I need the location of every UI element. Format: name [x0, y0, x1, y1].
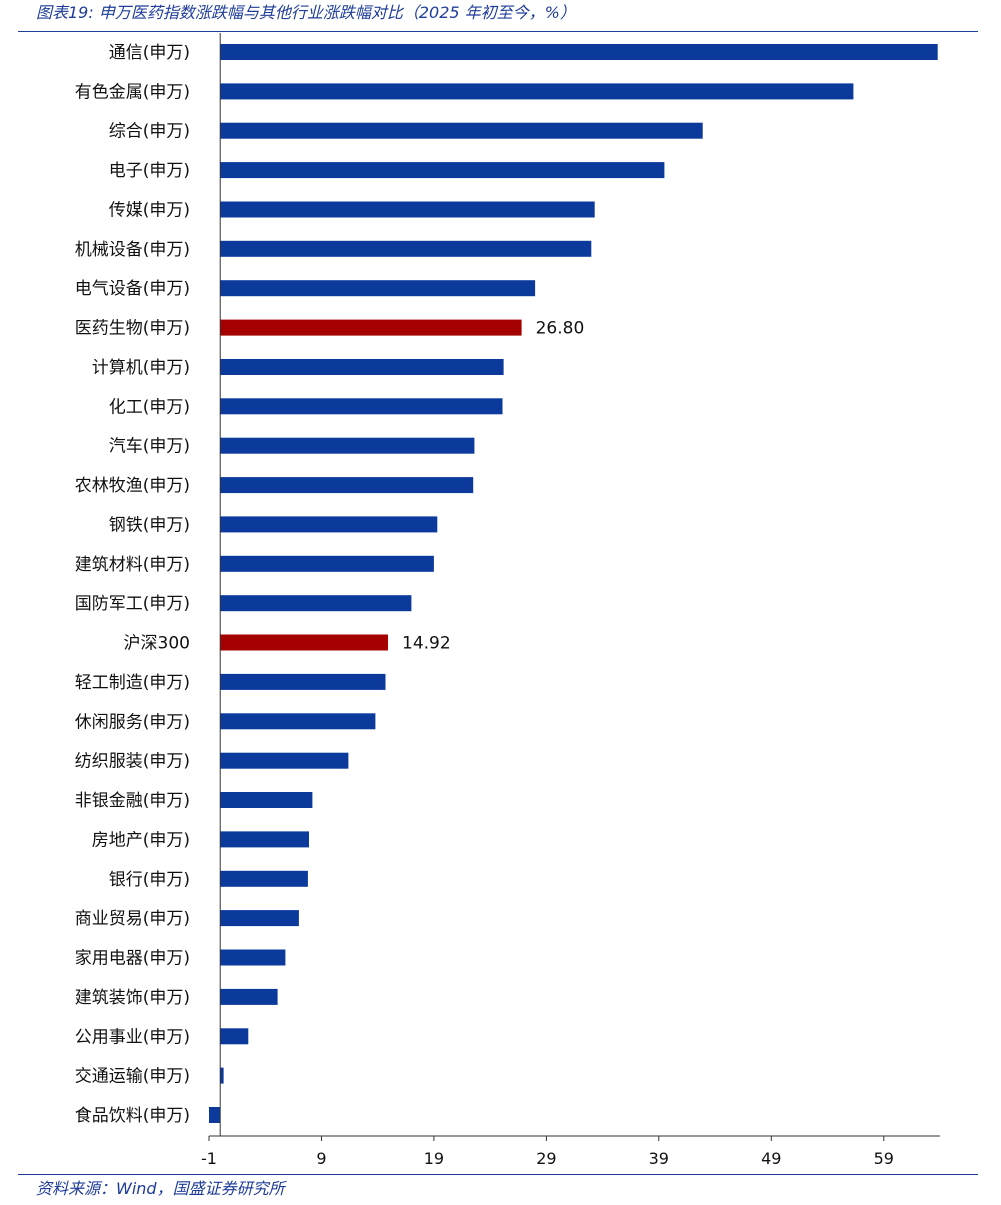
category-label: 建筑装饰(申万) [75, 988, 190, 1008]
category-label: 机械设备(申万) [75, 240, 190, 260]
x-tick-label: 49 [761, 1149, 781, 1168]
category-label: 国防军工(申万) [75, 594, 190, 614]
x-tick-label: 59 [874, 1149, 894, 1168]
category-label: 房地产(申万) [92, 830, 190, 850]
bar-6 [220, 280, 536, 297]
category-label: 建筑材料(申万) [75, 555, 190, 575]
category-label: 通信(申万) [109, 43, 190, 63]
bar-20 [220, 831, 309, 848]
bar-7 [220, 319, 522, 336]
bar-15 [220, 634, 388, 651]
x-tick-label: 9 [316, 1149, 326, 1168]
category-label: 传媒(申万) [109, 201, 190, 221]
category-label: 交通运输(申万) [75, 1067, 190, 1087]
bar-19 [220, 792, 313, 808]
category-label: 农林牧渔(申万) [75, 476, 190, 496]
source-rule [18, 1174, 978, 1175]
bar-24 [220, 988, 278, 1005]
bar-3 [220, 162, 665, 179]
category-label: 综合(申万) [109, 122, 190, 142]
category-label: 医药生物(申万) [75, 319, 190, 339]
bar-0 [220, 44, 938, 60]
axis-layer: -1 9 19 29 39 49 59 [201, 33, 940, 1168]
bar-4 [220, 201, 595, 218]
category-label: 化工(申万) [109, 397, 190, 417]
data-label: 14.92 [402, 634, 451, 654]
bar-9 [220, 398, 503, 415]
category-label: 非银金融(申万) [75, 791, 190, 811]
bar-10 [220, 437, 475, 454]
bar-27 [209, 1107, 221, 1123]
x-tick-label: 29 [536, 1149, 556, 1168]
bar-17 [220, 713, 376, 730]
bar-11 [220, 477, 474, 494]
bar-22 [220, 910, 299, 927]
category-label: 钢铁(申万) [109, 515, 190, 535]
category-label: 家用电器(申万) [75, 949, 190, 969]
bar-18 [220, 752, 349, 769]
bars-layer [209, 44, 938, 1123]
category-label: 汽车(申万) [109, 437, 190, 457]
title-rule [18, 31, 978, 32]
category-label: 银行(申万) [109, 870, 190, 890]
category-label: 沪深300 [124, 634, 190, 654]
category-label: 商业贸易(申万) [75, 909, 190, 929]
source-note: 资料来源：Wind，国盛证券研究所 [36, 1179, 285, 1198]
category-label: 食品饮料(申万) [75, 1106, 190, 1126]
category-label: 纺织服装(申万) [75, 752, 190, 772]
x-tick-label: 39 [649, 1149, 669, 1168]
category-label: 有色金属(申万) [75, 82, 190, 102]
bar-8 [220, 359, 504, 375]
category-label: 电气设备(申万) [75, 279, 190, 299]
bar-5 [220, 240, 592, 257]
bar-23 [220, 949, 286, 966]
bar-12 [220, 516, 438, 533]
category-label: 计算机(申万) [92, 358, 190, 378]
category-label: 轻工制造(申万) [75, 673, 190, 693]
bar-1 [220, 83, 854, 100]
bar-14 [220, 595, 412, 612]
category-label: 公用事业(申万) [75, 1027, 190, 1047]
bar-25 [220, 1028, 249, 1045]
bar-26 [220, 1067, 224, 1084]
x-tick-label: 19 [424, 1149, 444, 1168]
bar-16 [220, 673, 386, 690]
bar-2 [220, 122, 703, 139]
bar-13 [220, 555, 434, 572]
chart-title: 图表19: 申万医药指数涨跌幅与其他行业涨跌幅对比（2025 年初至今，%） [36, 3, 576, 22]
category-labels-layer: 通信(申万) 有色金属(申万) 综合(申万) 电子(申万) 传媒(申万) 机械设备(申万)… [75, 43, 585, 1126]
category-label: 电子(申万) [109, 161, 190, 181]
x-tick-label: -1 [201, 1149, 217, 1168]
bar-21 [220, 870, 308, 887]
category-label: 休闲服务(申万) [75, 712, 190, 732]
data-label: 26.80 [536, 319, 585, 339]
